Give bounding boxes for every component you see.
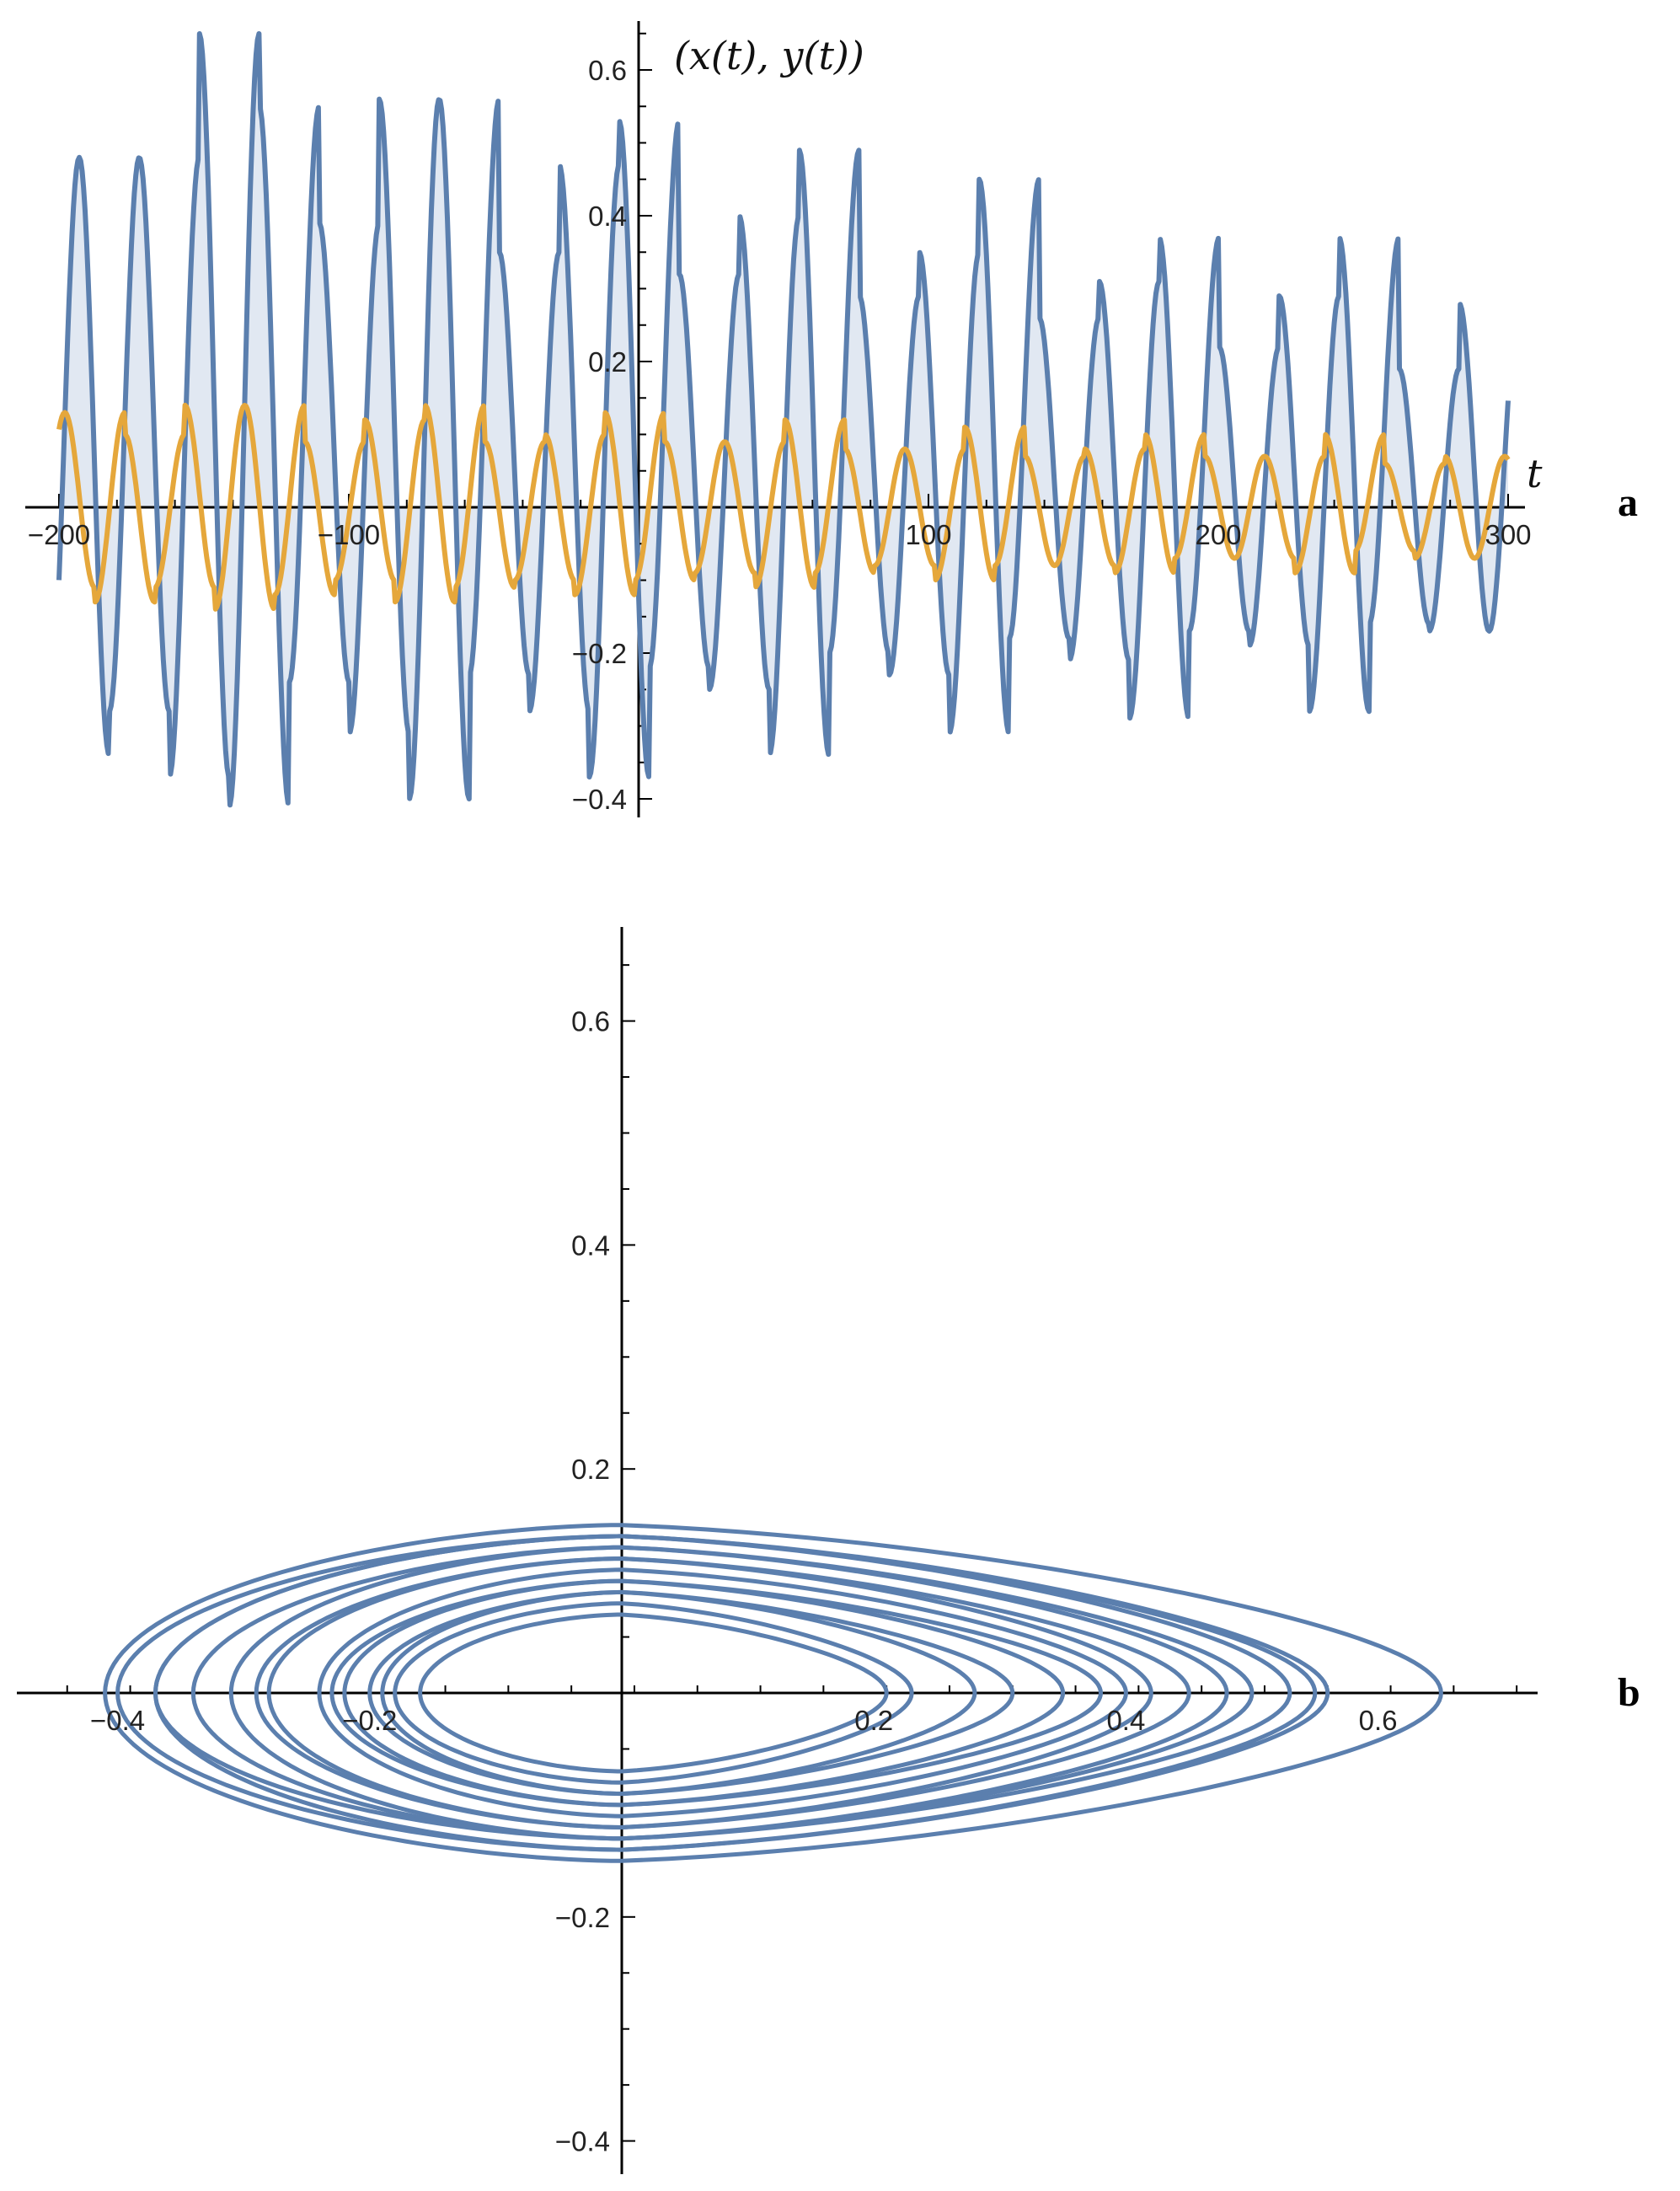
panel-b-y-tick-label: 0.2 [571,1454,610,1485]
panel-a-y-tick-label: −0.2 [572,638,627,669]
panel-b-series-layer [103,1523,1443,1863]
panel-b-x-tick-label: 0.4 [1106,1705,1145,1736]
panel-b-phase-portrait: −0.4 −0.2 0.2 0.4 0.6 −0.4 −0.2 0.2 0.4 0.6 b [17,927,1640,2174]
panel-b-orbit [190,1545,1255,1841]
panel-a-title: (x(t), y(t)) [674,33,864,78]
panel-b-orbit [115,1534,1330,1852]
panel-a-letter: a [1618,480,1638,525]
panel-b-x-tick-label: 0.2 [854,1705,893,1736]
panel-a-y-tick-label: −0.4 [572,784,627,815]
panel-b-y-tick-label: −0.4 [555,2126,610,2157]
panel-b-orbit [317,1567,1128,1819]
panel-b-orbit [103,1523,1443,1863]
panel-b-y-tick-label: −0.2 [555,1902,610,1933]
panel-b-orbit [254,1556,1191,1830]
panel-b-x-tick-label: 0.6 [1359,1705,1398,1736]
panel-a-tick-labels: −200 −100 100 200 300 −0.4 −0.2 0.2 0.4 0.6 [28,55,1532,815]
panel-b-letter: b [1618,1670,1640,1715]
panel-a-y-tick-label: 0.4 [588,201,627,232]
panel-b-tick-labels: −0.4 −0.2 0.2 0.4 0.6 −0.4 −0.2 0.2 0.4 0.6 [90,1006,1398,2157]
panel-b-x-tick-label: −0.4 [90,1705,145,1736]
panel-b-y-tick-label: 0.4 [571,1229,610,1261]
panel-a-y-tick-label: 0.2 [588,346,627,378]
panel-a-x-tick-label: −100 [318,519,380,550]
panel-b-orbit [228,1545,1229,1841]
panel-a-x-tick-label: 300 [1485,519,1531,550]
panel-a-x-axis-label: t [1527,451,1543,496]
panel-b-orbit [342,1578,1066,1808]
panel-b-orbit [418,1612,889,1774]
panel-b-orbit [329,1578,1104,1808]
panel-b-y-tick-label: 0.6 [571,1006,610,1037]
panel-b-x-tick-label: −0.2 [342,1705,397,1736]
panel-a-x-tick-label: 100 [905,519,951,550]
panel-b-orbit [266,1556,1153,1830]
panel-b-orbit [380,1589,977,1797]
panel-a-series-layer [56,31,1511,808]
panel-a-time-series: −200 −100 100 200 300 −0.4 −0.2 0.2 0.4 0.6 (x(t)… [25,21,1638,817]
panel-a-y-tick-label: 0.6 [588,55,627,86]
panel-a-x-tick-label: 200 [1195,519,1241,550]
panel-a-x-tick-label: −200 [28,519,90,550]
panel-b-orbit [367,1589,1015,1797]
panel-a-series-y [56,402,1511,612]
panel-b-orbit [393,1601,914,1785]
